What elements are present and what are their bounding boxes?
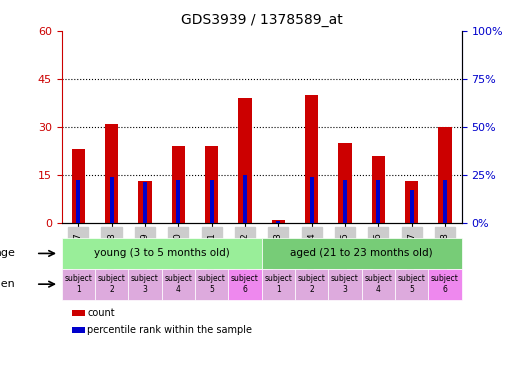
Text: subject
5: subject 5: [398, 275, 426, 294]
Bar: [443, 180, 447, 223]
Bar: [72, 327, 85, 333]
Text: subject
2: subject 2: [298, 275, 326, 294]
Bar: [438, 127, 451, 223]
Bar: [176, 180, 180, 223]
Text: aged (21 to 23 months old): aged (21 to 23 months old): [290, 248, 433, 258]
FancyBboxPatch shape: [428, 269, 462, 300]
Bar: [405, 181, 418, 223]
Text: subject
1: subject 1: [64, 275, 92, 294]
Text: specimen: specimen: [0, 279, 15, 289]
Bar: [71, 149, 85, 223]
FancyBboxPatch shape: [128, 269, 162, 300]
FancyBboxPatch shape: [195, 269, 228, 300]
Text: percentile rank within the sample: percentile rank within the sample: [87, 325, 252, 335]
Text: subject
1: subject 1: [264, 275, 292, 294]
Bar: [76, 180, 80, 223]
Text: young (3 to 5 months old): young (3 to 5 months old): [94, 248, 229, 258]
FancyBboxPatch shape: [62, 269, 95, 300]
Text: subject
4: subject 4: [164, 275, 192, 294]
Bar: [305, 95, 318, 223]
Bar: [72, 310, 85, 316]
Text: subject
4: subject 4: [364, 275, 392, 294]
Text: age: age: [0, 248, 15, 258]
Bar: [271, 220, 285, 223]
Bar: [277, 221, 280, 223]
Bar: [371, 156, 385, 223]
Bar: [343, 180, 347, 223]
Bar: [110, 177, 113, 223]
Bar: [171, 146, 185, 223]
FancyBboxPatch shape: [95, 269, 128, 300]
Text: subject
2: subject 2: [97, 275, 126, 294]
FancyBboxPatch shape: [262, 238, 462, 269]
Bar: [243, 175, 247, 223]
Bar: [377, 180, 380, 223]
FancyBboxPatch shape: [262, 269, 295, 300]
FancyBboxPatch shape: [162, 269, 195, 300]
FancyBboxPatch shape: [328, 269, 362, 300]
Bar: [210, 180, 213, 223]
Text: subject
3: subject 3: [131, 275, 159, 294]
Text: subject
6: subject 6: [431, 275, 459, 294]
FancyBboxPatch shape: [362, 269, 395, 300]
Bar: [338, 143, 351, 223]
Bar: [310, 177, 313, 223]
Text: count: count: [87, 308, 115, 318]
Bar: [143, 182, 147, 223]
Text: subject
6: subject 6: [231, 275, 259, 294]
Bar: [238, 98, 251, 223]
Bar: [205, 146, 218, 223]
Text: subject
3: subject 3: [331, 275, 359, 294]
FancyBboxPatch shape: [395, 269, 428, 300]
Text: subject
5: subject 5: [198, 275, 226, 294]
FancyBboxPatch shape: [228, 269, 262, 300]
Bar: [138, 181, 151, 223]
Bar: [105, 124, 118, 223]
FancyBboxPatch shape: [295, 269, 328, 300]
Bar: [410, 190, 413, 223]
FancyBboxPatch shape: [62, 238, 262, 269]
Title: GDS3939 / 1378589_at: GDS3939 / 1378589_at: [181, 13, 343, 27]
